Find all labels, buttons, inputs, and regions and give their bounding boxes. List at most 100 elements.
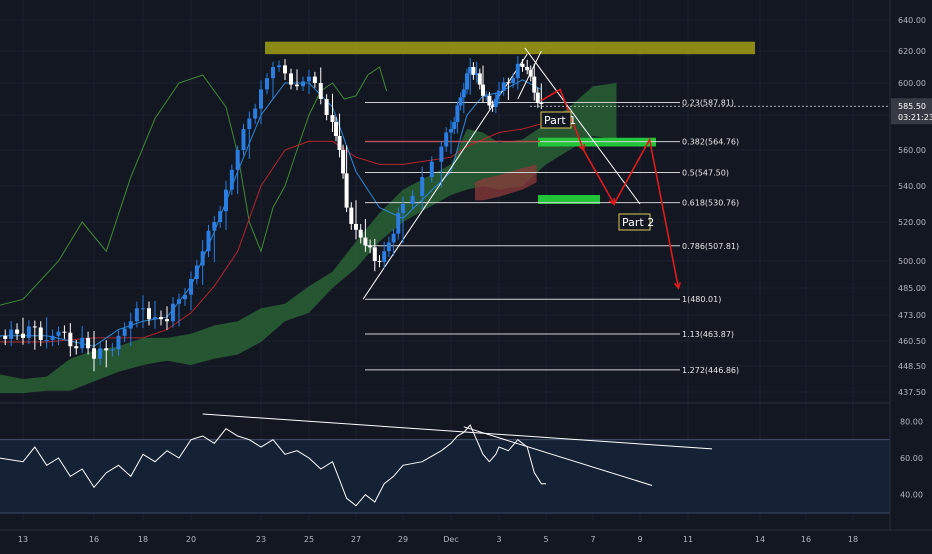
candle-body [501,82,506,91]
price-tick-label: 520.00 [898,218,926,227]
time-tick-label: 13 [18,535,28,544]
candle-body [391,233,396,243]
annotation-label: Part 2 [622,216,654,229]
candle-body [307,76,311,82]
annotation-label: Part 1 [544,114,576,127]
candle-body [461,89,466,98]
candle-body [458,97,463,106]
fib-label-0.786: 0.786(507.81) [682,242,739,251]
candle-body [444,132,449,147]
candle-body [277,65,281,67]
candle-body [153,317,157,320]
candle-body [128,321,133,329]
price-tick-label: 560.00 [898,146,926,155]
candle-body [344,173,349,208]
rsi-trendline-2 [463,426,653,486]
time-tick-label: 5 [543,535,548,544]
candle-body [515,63,520,79]
candle-body [9,329,14,339]
rsi-tick-label: 60.00 [900,454,923,463]
candle-body [21,333,25,338]
price-tick-label: 485.00 [898,284,926,293]
candle-body [420,177,425,196]
arrow-head [578,143,586,152]
fib-label-1.13: 1.13(463.87) [682,330,734,339]
candle-body [471,67,476,75]
ichimoku-cloud [0,83,617,394]
fib-label-1.272: 1.272(446.86) [682,366,739,375]
candle-body [386,242,391,252]
candle-body [511,78,516,83]
price-tick-label: 540.00 [898,182,926,191]
candles[interactable] [0,55,544,372]
candle-body [134,308,139,322]
candle-body [247,118,252,129]
candle-body [189,279,193,295]
candle-body [56,331,61,336]
candle-body [341,150,346,174]
time-tick-label: 18 [138,535,148,544]
candle-body [484,95,489,97]
price-tick-label: 448.50 [898,362,926,371]
candle-body [312,76,317,83]
falling-trendline [524,47,641,205]
price-tick-label: 437.50 [898,388,926,397]
time-tick-label: Dec [443,535,458,544]
candle-body [455,105,460,122]
candle-body [165,319,169,322]
candle-body [116,335,121,350]
candle-body [474,73,479,75]
time-tick-label: 14 [755,535,765,544]
candle-body [396,213,401,234]
candle-body [490,105,495,107]
candle-body [295,84,299,87]
red-cloud [475,164,537,201]
candle-body [535,92,540,103]
candle-body [301,81,305,87]
price-tick-label: 620.00 [898,47,926,56]
rsi-band [0,439,890,513]
candle-body [283,65,287,74]
arrow-head [673,282,681,290]
candle-body [481,84,485,96]
time-tick-label: 3 [496,535,501,544]
rsi-tick-label: 80.00 [900,417,923,426]
time-tick-label: 16 [89,535,99,544]
candle-body [32,326,37,328]
annotation-box [618,213,651,231]
time-tick-label: 27 [351,535,361,544]
candle-body [0,335,2,337]
candle-body [495,95,500,99]
current-price-label: 585.50 [898,102,926,111]
rsi-pane[interactable] [0,402,890,514]
annotation-box [540,111,572,129]
candle-body [382,251,387,262]
candle-body [38,327,43,340]
candle-body [506,82,511,84]
candle-body [92,348,96,359]
projection-path [540,88,680,289]
candle-body [177,299,181,304]
candle-body [363,237,368,246]
candle-body [98,348,103,359]
time-tick-label: 20 [186,535,196,544]
candle-body [206,230,211,252]
price-tick-label: 640.00 [898,16,926,25]
candle-body [318,83,323,99]
candle-body [194,265,199,279]
time-tick-label: 11 [683,535,693,544]
candle-body [465,73,469,90]
current-price-box [891,98,932,125]
candle-body [26,326,31,338]
fib-label-0.5: 0.5(547.50) [682,169,729,178]
candle-body [68,332,73,347]
candle-body [520,63,525,67]
time-tick-label: 23 [256,535,266,544]
arrow-head [608,197,615,206]
candle-body [477,73,482,85]
price-tick-label: 473.00 [898,311,926,320]
candle-body [429,161,434,177]
